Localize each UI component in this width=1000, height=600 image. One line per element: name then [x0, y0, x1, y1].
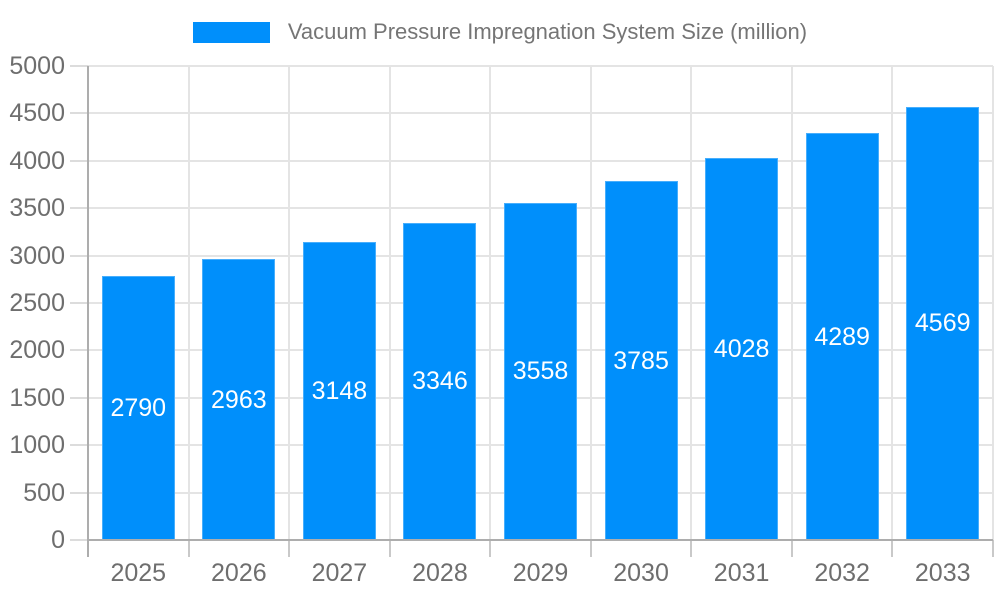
x-axis-tick [388, 540, 391, 557]
bar-value-label: 3558 [512, 357, 569, 386]
legend-swatch [192, 21, 270, 43]
vertical-gridline [891, 66, 894, 540]
vertical-gridline [187, 66, 190, 540]
x-axis-label-2033: 2033 [914, 559, 971, 587]
x-axis-tick [489, 540, 492, 557]
y-axis-tick [70, 254, 88, 257]
y-axis-label: 2500 [9, 289, 65, 317]
x-axis-tick [790, 540, 793, 557]
y-axis-label: 1000 [9, 431, 65, 460]
y-axis-label: 2000 [9, 336, 65, 365]
y-axis-tick [70, 444, 88, 447]
legend-label: Vacuum Pressure Impregnation System Size… [287, 19, 808, 44]
horizontal-gridline [88, 65, 993, 67]
y-axis-label: 4500 [9, 99, 65, 128]
y-axis-label: 0 [51, 526, 65, 554]
y-axis-label: 4000 [9, 146, 65, 175]
bar-2032[interactable]: 4289 [805, 133, 879, 540]
bar-value-label: 3346 [412, 367, 468, 396]
y-axis-tick [70, 349, 88, 352]
vertical-gridline [690, 66, 693, 540]
legend[interactable]: Vacuum Pressure Impregnation System Size… [0, 19, 1000, 45]
y-axis-line [87, 66, 89, 557]
y-axis-tick [70, 396, 88, 399]
x-axis-label-2029: 2029 [512, 559, 569, 587]
x-axis-tick [690, 540, 693, 557]
y-axis-tick [70, 65, 88, 67]
bar-2025[interactable]: 2790 [101, 275, 175, 540]
vertical-gridline [790, 66, 793, 540]
x-axis-label-2030: 2030 [613, 559, 669, 587]
y-axis-tick [70, 539, 88, 541]
vertical-gridline [288, 66, 291, 540]
bar-value-label: 3148 [311, 376, 368, 405]
x-axis-label-2027: 2027 [311, 559, 368, 587]
y-axis-label: 3500 [9, 194, 65, 223]
bar-2027[interactable]: 3148 [302, 241, 376, 540]
bar-value-label: 4569 [914, 309, 971, 338]
bar-2030[interactable]: 3785 [604, 181, 678, 540]
bar-2031[interactable]: 4028 [705, 158, 779, 540]
x-axis-line [88, 539, 993, 541]
x-axis-label-2031: 2031 [713, 559, 770, 587]
y-axis-tick [70, 491, 88, 494]
bar-2029[interactable]: 3558 [504, 202, 577, 540]
vertical-gridline [489, 66, 492, 540]
x-axis-label-2026: 2026 [211, 559, 267, 587]
y-axis-tick [70, 207, 88, 210]
bar-value-label: 2790 [110, 393, 167, 422]
y-axis-label: 5000 [9, 52, 65, 80]
horizontal-gridline [88, 112, 993, 115]
bar-value-label: 2963 [211, 385, 267, 414]
vertical-gridline [589, 66, 592, 540]
y-axis-tick [70, 302, 88, 304]
x-axis-tick [589, 540, 592, 557]
bar-2033[interactable]: 4569 [906, 106, 980, 540]
vertical-gridline [388, 66, 391, 540]
y-axis-tick [70, 159, 88, 162]
horizontal-gridline [88, 159, 993, 162]
x-axis-tick [187, 540, 190, 557]
bar-value-label: 3785 [613, 346, 669, 375]
bar-value-label: 4289 [814, 322, 870, 351]
x-axis-tick [992, 540, 994, 557]
x-axis-label-2028: 2028 [412, 559, 468, 587]
x-axis-label-2032: 2032 [814, 559, 870, 587]
bar-value-label: 4028 [713, 335, 770, 364]
x-axis-tick [891, 540, 894, 557]
bar-2028[interactable]: 3346 [403, 222, 477, 540]
bar-2026[interactable]: 2963 [202, 259, 276, 540]
y-axis-label: 500 [23, 478, 65, 507]
x-axis-tick [288, 540, 291, 557]
y-axis-label: 1500 [9, 383, 65, 412]
vertical-gridline [992, 66, 994, 540]
x-axis-label-2025: 2025 [110, 559, 167, 587]
plot-area: 2790 2963 3148 3346 3558 3785 4028 4289 4569 [88, 65, 994, 540]
y-axis-label: 3000 [9, 241, 65, 270]
y-axis-tick [70, 112, 88, 115]
